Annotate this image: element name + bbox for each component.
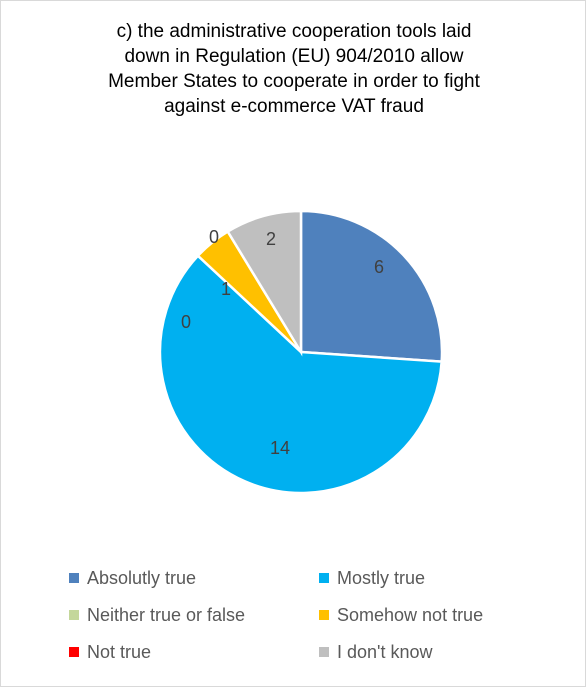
legend-item-absolutly-true: Absolutly true <box>69 567 196 589</box>
legend-label: Mostly true <box>337 567 426 588</box>
chart-title-line-2: down in Regulation (EU) 904/2010 allow <box>124 46 464 67</box>
pie-slice-absolutly-true <box>299 209 444 363</box>
legend-swatch <box>69 647 79 657</box>
data-label-i-don-t-know: 2 <box>266 229 276 249</box>
legend-swatch <box>319 610 329 620</box>
legend-label: Not true <box>87 641 152 662</box>
legend-item-mostly-true: Mostly true <box>319 567 425 589</box>
data-label-not-true: 0 <box>209 227 219 247</box>
pie-slice-mostly-true <box>158 253 444 495</box>
legend-label: Absolutly true <box>87 567 197 588</box>
data-label-somehow-not-true: 1 <box>221 279 231 299</box>
legend-item-i-don-t-know: I don't know <box>319 641 433 663</box>
chart-title-line-4: against e-commerce VAT fraud <box>164 96 424 117</box>
legend-swatch <box>319 573 329 583</box>
legend-label: I don't know <box>337 641 433 662</box>
chart-title: c) the administrative cooperation tools … <box>41 19 547 119</box>
pie-slice-i-don-t-know <box>226 209 303 357</box>
legend-item-neither-true-or-false: Neither true or false <box>69 604 245 626</box>
legend-swatch <box>319 647 329 657</box>
chart-title-line-1: c) the administrative cooperation tools … <box>116 21 472 42</box>
data-label-mostly-true: 14 <box>270 438 290 458</box>
data-label-absolutly-true: 6 <box>374 257 384 277</box>
legend-item-somehow-not-true: Somehow not true <box>319 604 483 626</box>
legend-item-not-true: Not true <box>69 641 151 663</box>
chart-title-line-3: Member States to cooperate in order to f… <box>108 71 480 92</box>
legend-label: Neither true or false <box>87 604 246 625</box>
legend-swatch <box>69 610 79 620</box>
legend-swatch <box>69 573 79 583</box>
legend-label: Somehow not true <box>337 604 484 625</box>
data-label-neither-true-or-false: 0 <box>181 312 191 332</box>
